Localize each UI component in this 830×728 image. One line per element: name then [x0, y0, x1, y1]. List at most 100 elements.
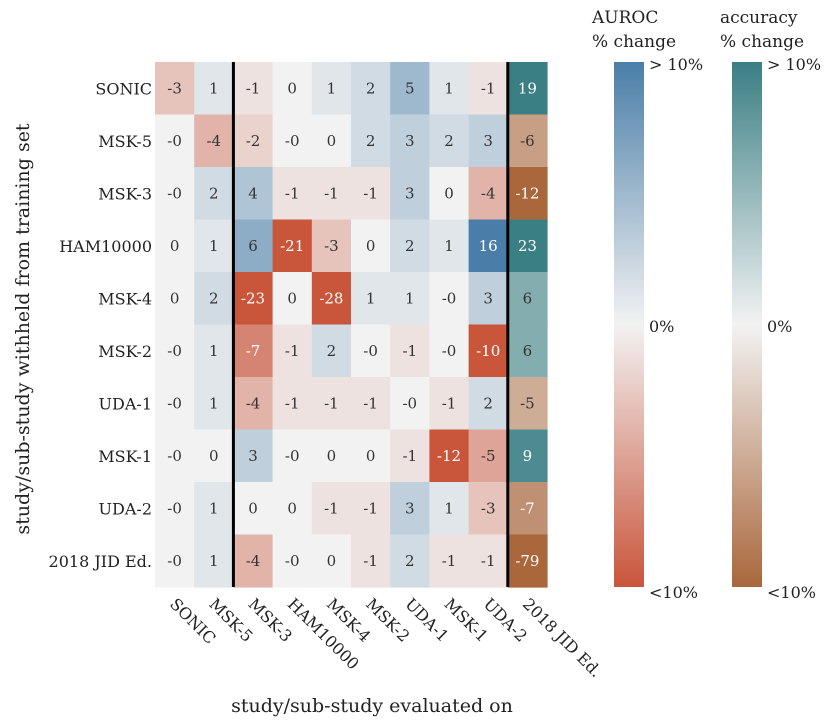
heatmap-cell-label-r5-c8: -10 — [476, 342, 500, 360]
heatmap-cell-r5-c3 — [272, 324, 313, 378]
heatmap-cell-r8-c1 — [194, 482, 234, 536]
heatmap-cell-r0-c7 — [429, 62, 470, 116]
heatmap-cell-r7-c3 — [272, 429, 313, 483]
heatmap-cell-label-r4-c0: 0 — [170, 289, 180, 307]
y-axis-title: study/sub-study withheld from training s… — [12, 123, 34, 534]
heatmap-cell-r3-c0 — [155, 219, 195, 273]
heatmap-cell-r9-c7 — [429, 534, 470, 588]
colorbar-accuracy-title-line1: accuracy — [720, 8, 798, 28]
heatmap-cell-r4-c8 — [468, 272, 509, 326]
heatmap-cell-label-r0-c0: -3 — [167, 79, 182, 97]
heatmap-cell-label-r4-c3: 0 — [287, 289, 297, 307]
heatmap-cell-label-r3-c1: 1 — [209, 237, 219, 255]
colorbar-auroc-title-line2: % change — [592, 32, 676, 52]
colorbar-auroc-bottom-label: <10% — [649, 583, 698, 602]
heatmap-cell-label-r4-c7: -0 — [442, 289, 457, 307]
heatmap-cell-label-r1-c1: -4 — [206, 132, 221, 150]
heatmap-cell-r3-c5 — [351, 219, 391, 273]
heatmap-cell-label-r2-c6: 3 — [405, 184, 415, 202]
heatmap-cell-label-r0-c7: 1 — [444, 79, 454, 97]
row-tick-7: MSK-1 — [98, 447, 152, 466]
heatmap-cell-label-r1-c8: 3 — [483, 132, 493, 150]
heatmap-cell-r5-c6 — [390, 324, 430, 378]
colorbar-accuracy-bottom-label: <10% — [767, 583, 816, 602]
colorbar-auroc-gradient — [614, 62, 644, 587]
heatmap-cell-r4-c5 — [351, 272, 391, 326]
heatmap-cell-label-r2-c1: 2 — [209, 184, 219, 202]
heatmap-cell-label-r7-c4: 0 — [327, 447, 337, 465]
heatmap-cell-r3-c2 — [233, 219, 274, 273]
heatmap-cell-label-r6-c0: -0 — [167, 394, 182, 412]
heatmap-cell-r1-c8 — [468, 114, 509, 168]
heatmap-cell-label-r3-c8: 16 — [479, 237, 498, 255]
heatmap-cell-label-r8-c1: 1 — [209, 499, 219, 517]
heatmap-cell-label-r4-c9: 6 — [523, 289, 533, 307]
heatmap-cell-label-r2-c7: 0 — [444, 184, 454, 202]
heatmap-cell-label-r7-c0: -0 — [167, 447, 182, 465]
heatmap-cell-r5-c1 — [194, 324, 234, 378]
heatmap-cell-r6-c1 — [194, 377, 234, 431]
heatmap-cells — [155, 62, 548, 588]
heatmap-cell-label-r6-c1: 1 — [209, 394, 219, 412]
heatmap-cell-label-r2-c8: -4 — [481, 184, 496, 202]
heatmap-cell-label-r8-c8: -3 — [481, 499, 496, 517]
heatmap-cell-label-r0-c3: 0 — [287, 79, 297, 97]
heatmap-cell-label-r7-c3: -0 — [285, 447, 300, 465]
heatmap-cell-r3-c7 — [429, 219, 470, 273]
heatmap-cell-label-r6-c4: -1 — [324, 394, 339, 412]
heatmap-cell-r5-c9 — [507, 324, 548, 378]
heatmap-cell-r6-c2 — [233, 377, 274, 431]
column-tick-6: UDA-1 — [401, 594, 452, 645]
heatmap-cell-r5-c2 — [233, 324, 274, 378]
heatmap-cell-r2-c1 — [194, 167, 234, 221]
heatmap-cell-label-r5-c2: -7 — [246, 342, 261, 360]
heatmap-cell-r2-c9 — [507, 167, 548, 221]
heatmap-cell-label-r8-c7: 1 — [444, 499, 454, 517]
colorbar-auroc-mid-label: 0% — [649, 317, 674, 336]
heatmap-cell-label-r0-c9: 19 — [518, 79, 537, 97]
heatmap-cell-label-r9-c7: -1 — [442, 552, 457, 570]
heatmap-cell-label-r8-c2: 0 — [248, 499, 258, 517]
heatmap-cell-label-r5-c4: 2 — [327, 342, 337, 360]
heatmap-cell-r6-c8 — [468, 377, 509, 431]
row-tick-5: MSK-2 — [98, 342, 152, 361]
heatmap-cell-r0-c6 — [390, 62, 430, 116]
heatmap-cell-r8-c2 — [233, 482, 274, 536]
heatmap-cell-label-r2-c9: -12 — [515, 184, 539, 202]
heatmap-cell-label-r3-c4: -3 — [324, 237, 339, 255]
heatmap-cell-r4-c0 — [155, 272, 195, 326]
heatmap-cell-r1-c9 — [507, 114, 548, 168]
heatmap-cell-r9-c5 — [351, 534, 391, 588]
heatmap-cell-r3-c1 — [194, 219, 234, 273]
heatmap-cell-label-r3-c3: -21 — [280, 237, 304, 255]
heatmap-cell-label-r1-c2: -2 — [246, 132, 261, 150]
heatmap-cell-label-r2-c5: -1 — [363, 184, 378, 202]
heatmap-cell-label-r8-c0: -0 — [167, 499, 182, 517]
heatmap-cell-label-r9-c4: 0 — [327, 552, 337, 570]
colorbar-accuracy: accuracy % change > 10% 0% <10% — [720, 8, 821, 602]
heatmap-cell-r0-c3 — [272, 62, 313, 116]
heatmap-cell-r8-c9 — [507, 482, 548, 536]
heatmap-cell-label-r4-c8: 3 — [483, 289, 493, 307]
heatmap-cell-label-r8-c4: -1 — [324, 499, 339, 517]
heatmap-cell-r2-c6 — [390, 167, 430, 221]
heatmap-cell-label-r4-c1: 2 — [209, 289, 219, 307]
colorbar-auroc: AUROC % change > 10% 0% <10% — [591, 8, 703, 602]
heatmap-cell-r2-c7 — [429, 167, 470, 221]
heatmap-cell-r1-c2 — [233, 114, 274, 168]
heatmap-cell-label-r1-c7: 2 — [444, 132, 454, 150]
heatmap-cell-label-r1-c3: -0 — [285, 132, 300, 150]
heatmap-cell-r2-c3 — [272, 167, 313, 221]
heatmap-cell-r0-c4 — [311, 62, 352, 116]
row-tick-6: UDA-1 — [99, 394, 152, 413]
heatmap-cell-r7-c9 — [507, 429, 548, 483]
heatmap-cell-label-r3-c7: 1 — [444, 237, 454, 255]
heatmap-cell-label-r8-c5: -1 — [363, 499, 378, 517]
heatmap-cell-r8-c6 — [390, 482, 430, 536]
heatmap-cell-label-r0-c4: 1 — [327, 79, 337, 97]
heatmap-cell-r8-c5 — [351, 482, 391, 536]
colorbar-auroc-top-label: > 10% — [649, 55, 703, 74]
heatmap-cell-r5-c4 — [311, 324, 352, 378]
heatmap-cell-r7-c1 — [194, 429, 234, 483]
heatmap-cell-label-r1-c0: -0 — [167, 132, 182, 150]
